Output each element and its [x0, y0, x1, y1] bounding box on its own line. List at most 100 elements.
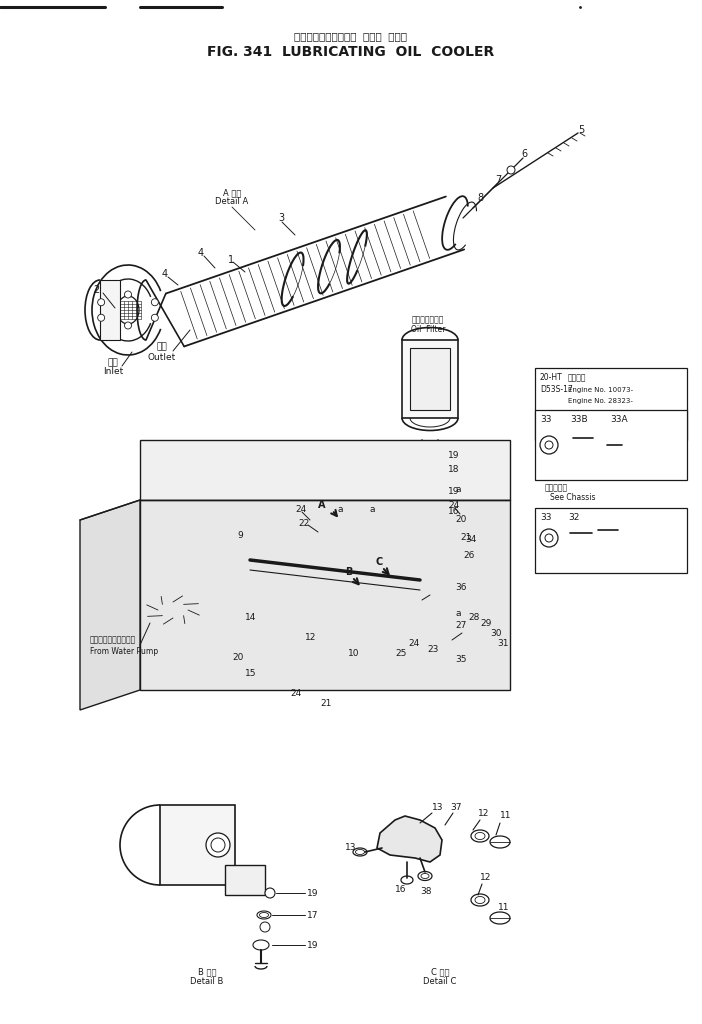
Text: 22: 22 — [298, 518, 310, 527]
Text: Detail A: Detail A — [216, 198, 249, 207]
Text: 33: 33 — [540, 513, 552, 522]
Text: 25: 25 — [395, 648, 406, 657]
Text: 適用番号: 適用番号 — [568, 374, 586, 383]
Text: 4: 4 — [198, 248, 204, 258]
Circle shape — [540, 436, 558, 454]
Text: 8: 8 — [477, 193, 483, 203]
Polygon shape — [377, 816, 442, 862]
Text: 23: 23 — [427, 645, 438, 654]
Text: 30: 30 — [490, 629, 501, 638]
Text: See Chassis: See Chassis — [550, 494, 595, 503]
Text: 31: 31 — [497, 639, 508, 647]
Text: 33A: 33A — [610, 416, 628, 425]
Text: 21: 21 — [460, 534, 471, 543]
Text: 16: 16 — [395, 886, 406, 895]
Text: 24: 24 — [295, 506, 306, 514]
Bar — [535, 410, 687, 480]
Circle shape — [98, 299, 105, 306]
Text: 37: 37 — [450, 803, 461, 811]
Text: 10: 10 — [348, 648, 359, 657]
Text: 34: 34 — [465, 536, 477, 545]
Text: 9: 9 — [237, 530, 243, 540]
Bar — [160, 805, 235, 885]
Text: 7: 7 — [495, 175, 501, 185]
Text: A: A — [318, 500, 326, 510]
Polygon shape — [140, 440, 510, 500]
Text: ルーブリケーティング  オイル  クーラ: ルーブリケーティング オイル クーラ — [295, 31, 407, 41]
Text: 29: 29 — [480, 618, 491, 628]
Bar — [225, 865, 265, 895]
Polygon shape — [100, 280, 120, 340]
Text: 19: 19 — [448, 487, 460, 497]
Circle shape — [540, 529, 558, 547]
Text: 13: 13 — [432, 803, 444, 811]
Text: 27: 27 — [455, 621, 466, 630]
Text: 12: 12 — [478, 809, 489, 817]
Text: 12: 12 — [305, 633, 317, 641]
Text: 24: 24 — [290, 688, 301, 697]
Text: From Water Pump: From Water Pump — [90, 647, 158, 656]
Text: 3: 3 — [278, 213, 284, 223]
Text: 6: 6 — [521, 150, 527, 159]
Text: 2: 2 — [93, 285, 99, 295]
Circle shape — [545, 441, 553, 449]
Text: A 詳細: A 詳細 — [223, 188, 241, 198]
Text: 12: 12 — [480, 873, 491, 883]
Text: Outlet: Outlet — [148, 352, 176, 361]
Polygon shape — [140, 500, 510, 690]
Text: 20: 20 — [232, 653, 244, 663]
Text: FIG. 341  LUBRICATING  OIL  COOLER: FIG. 341 LUBRICATING OIL COOLER — [207, 45, 495, 59]
Text: 35: 35 — [455, 655, 467, 665]
Text: オイルフィルタ: オイルフィルタ — [412, 315, 444, 325]
Text: a: a — [455, 608, 461, 617]
Text: 入口: 入口 — [107, 358, 119, 368]
Text: Detail C: Detail C — [423, 977, 457, 985]
Circle shape — [152, 314, 159, 322]
Text: 26: 26 — [463, 551, 475, 559]
Circle shape — [211, 838, 225, 852]
Text: B 詳細: B 詳細 — [198, 968, 216, 977]
Text: 車体部参照: 車体部参照 — [545, 483, 568, 493]
Text: 24: 24 — [448, 501, 459, 510]
Text: 11: 11 — [498, 903, 510, 912]
Text: 17: 17 — [307, 910, 319, 920]
Text: Oil  Filter: Oil Filter — [411, 326, 445, 335]
Text: 32: 32 — [568, 513, 579, 522]
Text: 5: 5 — [578, 125, 584, 135]
Circle shape — [124, 322, 131, 329]
Text: 19: 19 — [307, 940, 319, 949]
Text: 24: 24 — [408, 639, 419, 647]
Text: 33B: 33B — [570, 416, 588, 425]
Text: 4: 4 — [162, 269, 168, 279]
Text: C 詳細: C 詳細 — [431, 968, 449, 977]
Text: B: B — [345, 567, 352, 577]
Text: 19: 19 — [307, 889, 319, 897]
Text: 20-HT: 20-HT — [540, 374, 563, 383]
Text: 13: 13 — [345, 844, 357, 853]
Text: 出口: 出口 — [157, 342, 167, 351]
Circle shape — [545, 534, 553, 542]
Text: 36: 36 — [455, 584, 467, 593]
Text: 28: 28 — [468, 613, 479, 623]
Text: C: C — [376, 557, 383, 567]
Text: 19: 19 — [448, 451, 460, 460]
Circle shape — [206, 833, 230, 857]
Bar — [535, 368, 687, 440]
Text: 1: 1 — [228, 255, 234, 265]
Text: a: a — [455, 485, 461, 495]
Circle shape — [124, 291, 131, 298]
Text: フォーターポンプから: フォーターポンプから — [90, 636, 136, 644]
Text: D53S-17: D53S-17 — [540, 385, 573, 394]
Text: 38: 38 — [420, 888, 432, 896]
Circle shape — [98, 314, 105, 322]
Text: 16: 16 — [448, 508, 460, 516]
Circle shape — [152, 299, 159, 306]
Text: a: a — [370, 506, 376, 514]
Bar — [410, 348, 450, 410]
Polygon shape — [80, 500, 140, 710]
Bar — [402, 340, 458, 418]
Text: Inlet: Inlet — [103, 368, 123, 377]
Text: 21: 21 — [320, 698, 331, 708]
Circle shape — [507, 166, 515, 174]
Bar — [535, 508, 687, 573]
